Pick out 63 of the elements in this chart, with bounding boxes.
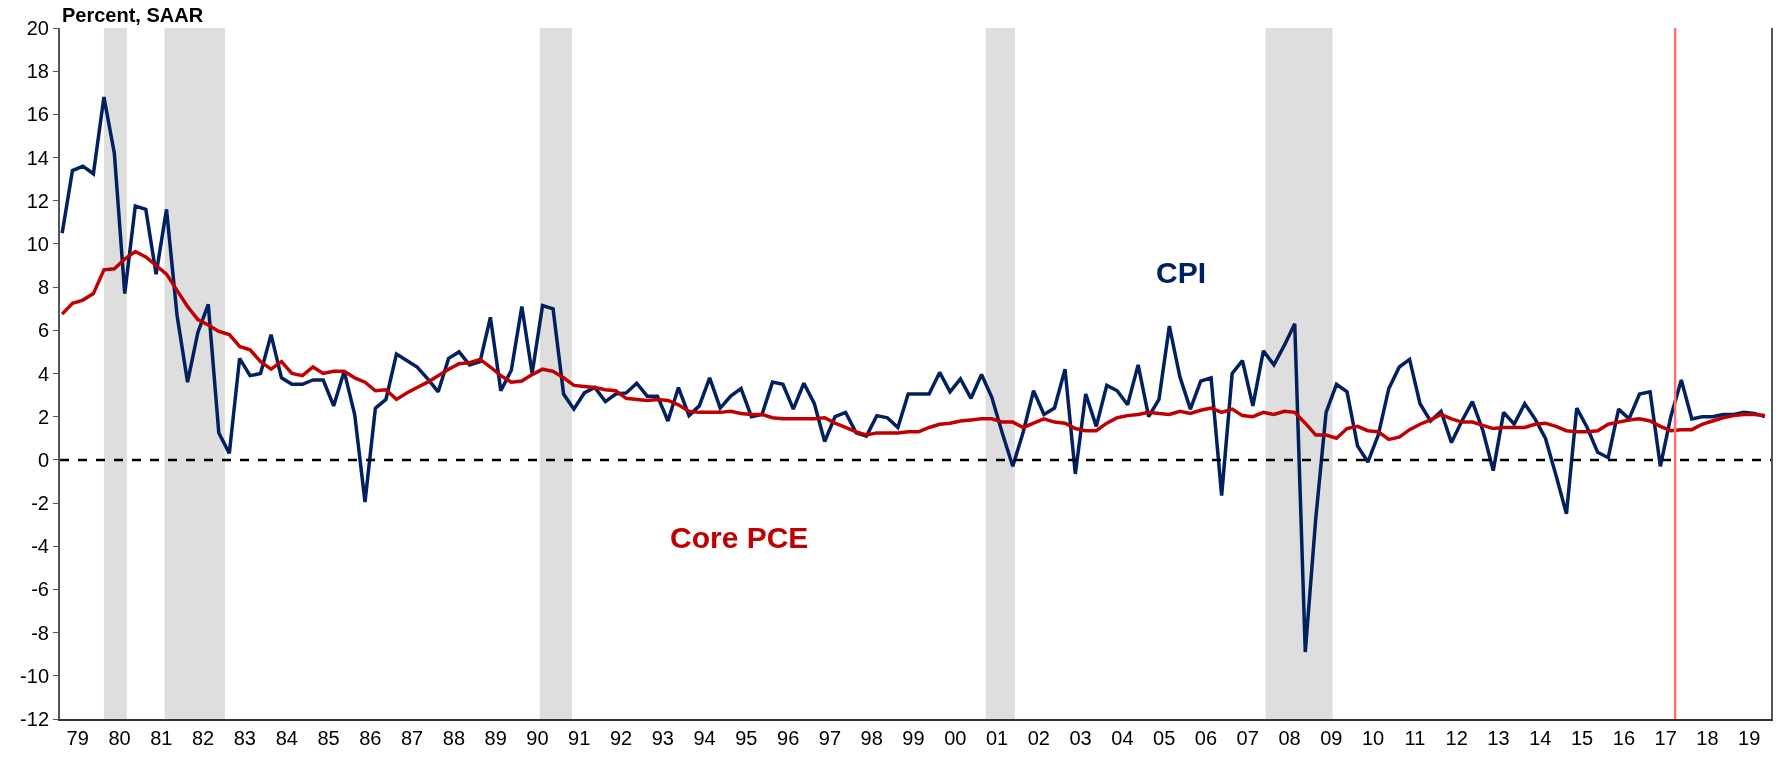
x-tick-label: 90	[526, 727, 549, 749]
y-tick-label: -6	[31, 578, 49, 601]
x-tick-label: 01	[985, 727, 1009, 749]
x-tick-label: 07	[1236, 727, 1259, 749]
y-tick-label: 4	[37, 362, 49, 385]
x-tick-label: 96	[777, 727, 800, 749]
y-tick-label: -10	[20, 664, 49, 687]
x-tick-label: 95	[735, 727, 758, 749]
y-tick-label: 18	[26, 60, 49, 83]
x-tick-label: 88	[442, 727, 466, 749]
y-tick-label: -4	[31, 535, 49, 558]
x-tick-label: 84	[275, 727, 298, 749]
x-tick-label: 98	[860, 727, 883, 749]
y-tick-label: -8	[31, 621, 49, 644]
x-tick-label: 11	[1404, 727, 1426, 749]
x-tick-label: 09	[1320, 727, 1343, 749]
x-tick-label: 15	[1570, 727, 1594, 749]
y-tick-label: -12	[20, 708, 49, 730]
y-tick-label: 12	[26, 189, 49, 212]
x-tick-label: 93	[651, 727, 674, 749]
x-tick-label: 04	[1111, 727, 1134, 749]
y-tick-label: 10	[26, 232, 49, 255]
x-tick-label: 00	[944, 727, 967, 749]
x-tick-label: 10	[1361, 727, 1385, 749]
x-tick-label: 86	[359, 727, 382, 749]
x-tick-label: 06	[1194, 727, 1218, 749]
x-tick-label: 14	[1529, 727, 1552, 749]
x-tick-label: 81	[150, 727, 173, 749]
x-tick-label: 12	[1445, 727, 1468, 749]
x-tick-label: 89	[484, 727, 507, 749]
x-tick-label: 97	[818, 727, 842, 749]
x-tick-label: 17	[1654, 727, 1677, 749]
x-tick-label: 94	[693, 727, 716, 749]
y-tick-label: 16	[26, 103, 49, 126]
x-tick-label: 02	[1027, 727, 1050, 749]
line-series	[60, 249, 1767, 442]
x-tick-label: 83	[233, 727, 256, 749]
x-tick-label: 16	[1612, 727, 1636, 749]
y-tick-label: 14	[26, 146, 49, 169]
x-tick-label: 92	[609, 727, 633, 749]
line-series	[60, 95, 1767, 654]
x-tick-label: 87	[400, 727, 424, 749]
x-tick-label: 08	[1278, 727, 1301, 749]
y-axis-title: Percent, SAAR	[62, 4, 204, 26]
y-tick-label: 0	[37, 448, 49, 471]
y-tick-label: 8	[37, 276, 49, 299]
x-tick-label: 13	[1487, 727, 1510, 749]
y-tick-label: -2	[31, 492, 49, 515]
text: Core PCE	[670, 521, 809, 554]
x-tick-label: 18	[1696, 727, 1719, 749]
y-tick-label: 6	[37, 319, 49, 342]
x-tick-label: 03	[1069, 727, 1092, 749]
x-tick-label: 79	[66, 727, 89, 749]
x-tick-label: 85	[317, 727, 340, 749]
x-tick-label: 80	[108, 727, 131, 749]
series-label: CPI	[1156, 256, 1207, 289]
x-tick-label: 91	[568, 727, 591, 749]
y-tick-label: 2	[37, 405, 49, 428]
x-tick-label: 99	[902, 727, 925, 749]
x-tick-label: 82	[191, 727, 215, 749]
x-tick-label: 05	[1153, 727, 1176, 749]
x-tick-label: 19	[1738, 727, 1761, 749]
y-tick-label: 20	[26, 17, 49, 39]
